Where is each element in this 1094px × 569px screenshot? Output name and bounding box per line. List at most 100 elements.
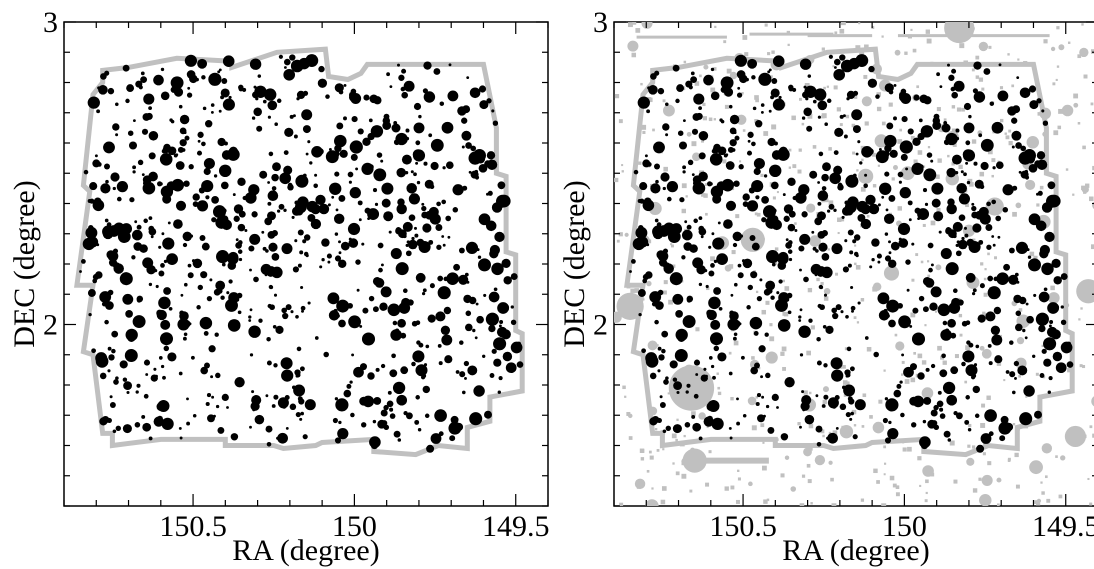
mask-patch (681, 473, 687, 479)
group-point (153, 268, 158, 273)
group-point (758, 345, 766, 353)
mask-patch (705, 212, 708, 216)
mask-patch (1016, 337, 1025, 345)
group-point (837, 182, 843, 188)
group-point (89, 198, 95, 204)
group-point (995, 215, 1002, 222)
group-point (900, 412, 905, 418)
group-point (414, 226, 417, 230)
group-point (99, 291, 112, 303)
group-point (905, 167, 909, 171)
group-point (461, 390, 466, 395)
group-point (413, 102, 422, 111)
group-point (362, 137, 371, 146)
group-point (148, 106, 152, 110)
group-point (991, 334, 1003, 346)
group-point (455, 370, 460, 374)
mask-patch (630, 288, 635, 293)
group-point (805, 97, 809, 101)
group-point (166, 253, 178, 265)
group-point (282, 405, 287, 409)
group-point (821, 173, 829, 182)
group-point (950, 86, 956, 92)
group-point (406, 240, 410, 244)
group-point (196, 305, 201, 310)
group-point (249, 233, 261, 245)
group-point (799, 425, 802, 429)
group-point (765, 280, 776, 291)
group-point (1048, 324, 1052, 328)
mask-patch (982, 452, 986, 456)
group-point (900, 153, 908, 161)
group-point (801, 116, 806, 120)
group-point (179, 127, 187, 135)
mask-patch (925, 29, 930, 34)
group-point (89, 182, 98, 191)
group-point (334, 171, 340, 177)
group-point (798, 325, 811, 338)
mask-patch (937, 158, 942, 163)
mask-patch (663, 166, 668, 172)
group-point (271, 253, 280, 261)
mask-patch (972, 445, 976, 449)
group-point (208, 345, 216, 353)
group-point (126, 390, 130, 395)
group-point (803, 85, 807, 89)
group-point (160, 319, 171, 330)
group-point (206, 393, 212, 398)
group-point (828, 54, 833, 59)
group-point (445, 161, 454, 170)
group-point (1014, 376, 1017, 380)
mask-patch (699, 74, 702, 78)
mask-patch (797, 422, 801, 426)
survey-footprint (624, 46, 1075, 458)
group-point (85, 226, 98, 239)
group-point (423, 61, 432, 70)
group-point (923, 168, 937, 182)
group-point (242, 195, 247, 201)
group-point (408, 214, 416, 222)
mask-patch (966, 457, 975, 466)
group-point (377, 242, 384, 249)
group-point (980, 161, 989, 171)
group-point (211, 196, 219, 204)
mask-patch (921, 387, 934, 399)
mask-patch (828, 200, 834, 206)
mask-patch (874, 134, 888, 148)
group-point (654, 319, 659, 325)
group-point (756, 295, 763, 302)
group-point (302, 239, 307, 244)
group-point (693, 93, 705, 105)
mask-patch (742, 35, 748, 40)
group-point (267, 303, 272, 309)
group-point (125, 98, 130, 104)
mask-patch (1056, 26, 1060, 30)
group-point (652, 228, 664, 240)
group-point (348, 238, 359, 248)
group-point (333, 213, 345, 225)
mask-patch (614, 94, 620, 99)
mask-patch (991, 174, 994, 178)
group-point (943, 121, 948, 125)
group-point (709, 332, 724, 346)
group-point (346, 392, 351, 396)
group-point (338, 240, 341, 244)
mask-patch (647, 340, 658, 351)
mask-patch (692, 152, 701, 162)
group-point (491, 262, 504, 276)
group-point (798, 319, 802, 322)
group-point (972, 223, 982, 233)
mask-patch (648, 450, 652, 454)
group-point (175, 161, 185, 170)
mask-patch (724, 486, 729, 491)
group-point (473, 385, 485, 397)
group-point (899, 140, 913, 154)
group-point (965, 320, 971, 326)
group-point (787, 310, 792, 315)
group-point (947, 63, 950, 67)
group-point (662, 429, 667, 434)
group-point (939, 413, 946, 419)
group-point (429, 283, 435, 289)
group-point (209, 278, 213, 282)
group-point (249, 425, 252, 429)
